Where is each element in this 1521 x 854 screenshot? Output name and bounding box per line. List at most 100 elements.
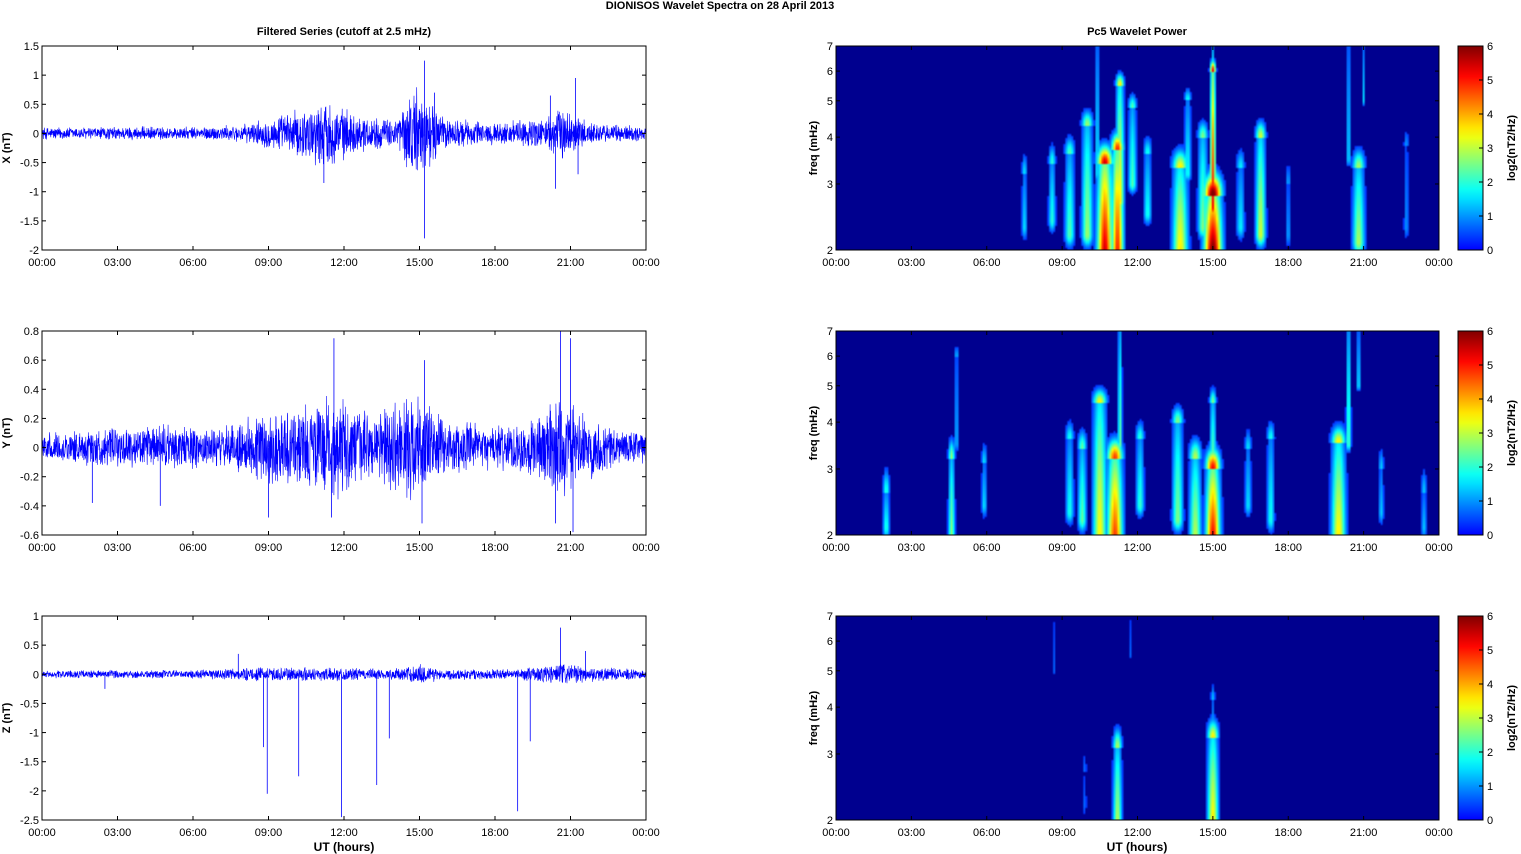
y-tick-label-X: 1 [33,70,39,82]
x-tick-label-Y: 06:00 [179,542,207,554]
x-tick-label-X-power: 00:00 [822,257,850,269]
colorbar-tick-label-Z-power: 2 [1487,747,1493,759]
y-tick-label-Y: 0.4 [24,384,39,396]
x-tick-label-Y: 21:00 [557,542,585,554]
x-tick-label-Y: 03:00 [104,542,132,554]
x-tick-label-X-power: 12:00 [1124,257,1152,269]
x-tick-label-X-power: 03:00 [898,257,926,269]
colorbar-tick-label-Z-power: 6 [1487,611,1493,623]
x-tick-label-Y: 00:00 [28,542,56,554]
colorbar-tick-label-X-power: 4 [1487,109,1493,121]
colorbar-tick-label-Z-power: 1 [1487,781,1493,793]
y-tick-label-Z: -2.5 [20,815,39,827]
x-tick-label-Z: 21:00 [557,827,585,839]
x-tick-label-X: 15:00 [406,257,434,269]
x-tick-label-Z-power: 18:00 [1274,827,1302,839]
series-trace-Y [42,395,646,501]
freq-tick-label-Y-power: 5 [827,381,833,393]
x-tick-label-Z-power: 00:00 [822,827,850,839]
y-tick-label-X: 0.5 [24,99,39,111]
y-tick-label-Y: 0.2 [24,413,39,425]
y-tick-label-Y: 0.8 [24,326,39,338]
freq-tick-label-Y-power: 2 [827,530,833,542]
y-tick-label-Y: -0.2 [20,472,39,484]
x-tick-label-Y: 00:00 [632,542,660,554]
x-tick-label-Z: 03:00 [104,827,132,839]
freq-tick-label-Y-power: 6 [827,351,833,363]
x-tick-label-Z: 12:00 [330,827,358,839]
y-tick-label-X: -1 [29,187,39,199]
x-tick-label-Z: 15:00 [406,827,434,839]
freq-tick-label-Z-power: 5 [827,666,833,678]
y-tick-label-Y: -0.4 [20,501,39,513]
x-tick-label-X: 09:00 [255,257,283,269]
x-tick-label-Z: 18:00 [481,827,509,839]
colorbar-tick-label-Z-power: 5 [1487,645,1493,657]
freq-tick-label-Y-power: 4 [827,417,833,429]
colorbar-tick-label-X-power: 6 [1487,41,1493,53]
colorbar-Y-power [1457,330,1484,536]
colorbar-tick-label-Z-power: 3 [1487,713,1493,725]
freq-tick-label-X-power: 5 [827,96,833,108]
x-tick-label-X: 06:00 [179,257,207,269]
x-tick-label-X: 00:00 [632,257,660,269]
x-tick-label-X-power: 15:00 [1199,257,1227,269]
x-tick-label-Z-power: 09:00 [1048,827,1076,839]
x-tick-label-X-power: 00:00 [1425,257,1453,269]
colorbar-tick-label-X-power: 1 [1487,211,1493,223]
freq-tick-label-X-power: 6 [827,66,833,78]
y-tick-label-X: -1.5 [20,216,39,228]
x-tick-label-Y-power: 00:00 [1425,542,1453,554]
y-axis-label-X: X (nT) [1,132,13,163]
x-tick-label-Y-power: 03:00 [898,542,926,554]
colorbar-tick-label-X-power: 5 [1487,75,1493,87]
x-axis-label-left: UT (hours) [314,840,375,854]
colorbar-tick-label-Y-power: 5 [1487,360,1493,372]
y-axis-label-Z-power: freq (mHz) [808,690,820,745]
y-tick-label-Z: -0.5 [20,698,39,710]
colorbar-tick-label-Y-power: 1 [1487,496,1493,508]
x-axis-label-right: UT (hours) [1107,840,1168,854]
y-axis-label-X-power: freq (mHz) [808,120,820,175]
x-tick-label-X-power: 21:00 [1350,257,1378,269]
x-tick-label-Z: 06:00 [179,827,207,839]
x-tick-label-X: 18:00 [481,257,509,269]
x-tick-label-Z-power: 00:00 [1425,827,1453,839]
series-panel-X: 1.5 1 0.5 0 -0.5 -1 -1.5 -2 X (nT) 00:00 03:00 06:0… [1,41,660,269]
colorbar-tick-label-X-power: 0 [1487,245,1493,257]
x-tick-label-X: 12:00 [330,257,358,269]
right-column-title: Pc5 Wavelet Power [1087,26,1188,38]
freq-tick-label-X-power: 3 [827,179,833,191]
x-tick-label-Y-power: 18:00 [1274,542,1302,554]
x-tick-label-Y-power: 00:00 [822,542,850,554]
y-tick-label-Y: -0.6 [20,530,39,542]
x-tick-label-X: 21:00 [557,257,585,269]
power-heatmap-X-power [836,46,1439,250]
series-trace-X [42,87,646,171]
y-tick-label-Y: 0 [33,443,39,455]
series-trace-Z [42,664,646,684]
x-tick-label-Z-power: 06:00 [973,827,1001,839]
series-panel-Z: 1 0.5 0 -0.5 -1 -1.5 -2 -2.5 Z (nT) 00:00 03:00 06:… [1,611,660,839]
x-tick-label-Z: 00:00 [28,827,56,839]
x-tick-label-X-power: 06:00 [973,257,1001,269]
power-panel-Y-power: 7 6 5 4 3 2 freq (mHz) 6 5 4 3 2 1 0 log2(nT2/Hz) 00:00… [808,326,1518,554]
y-tick-label-Z: 0.5 [24,640,39,652]
x-tick-label-Y-power: 06:00 [973,542,1001,554]
colorbar-tick-label-Y-power: 0 [1487,530,1493,542]
x-tick-label-Z-power: 15:00 [1199,827,1227,839]
freq-tick-label-X-power: 4 [827,132,833,144]
x-tick-label-Y-power: 21:00 [1350,542,1378,554]
y-tick-label-X: -2 [29,245,39,257]
colorbar-label-Y-power: log2(nT2/Hz) [1506,400,1518,466]
colorbar-tick-label-Z-power: 0 [1487,815,1493,827]
y-tick-label-Z: -2 [29,786,39,798]
x-tick-label-Y: 15:00 [406,542,434,554]
x-tick-label-Z: 00:00 [632,827,660,839]
x-tick-label-Y: 18:00 [481,542,509,554]
colorbar-tick-label-Y-power: 6 [1487,326,1493,338]
plot-frame-Z [41,615,647,821]
power-heatmap-Y-power [836,331,1439,535]
y-tick-label-Z: -1.5 [20,757,39,769]
